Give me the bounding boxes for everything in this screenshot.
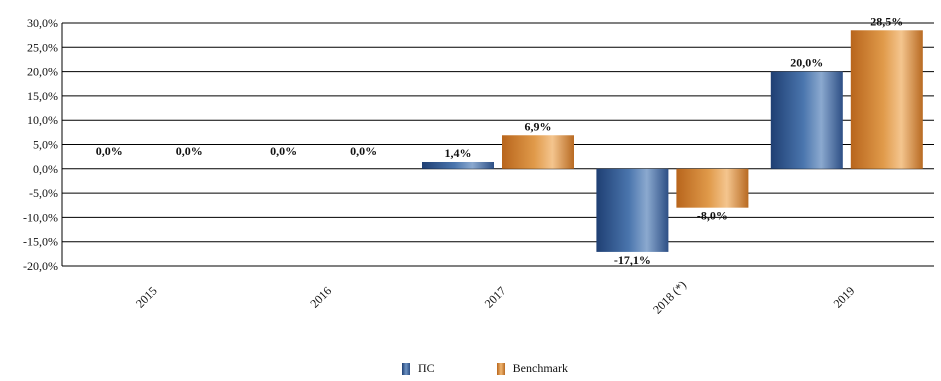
legend-swatch-series2 (496, 362, 505, 375)
x-tick-label: 2018 (*) (650, 278, 689, 317)
y-tick-label: -15,0% (23, 235, 58, 249)
y-tick-label: 5,0% (33, 138, 58, 152)
legend-label-series1: ПС (418, 361, 435, 375)
data-label: 0,0% (96, 144, 123, 158)
bar-series1 (596, 168, 669, 252)
y-tick-label: 25,0% (27, 40, 58, 54)
x-tick-label: 2019 (831, 284, 858, 311)
y-tick-label: 30,0% (27, 16, 58, 30)
data-label: 0,0% (350, 144, 377, 158)
legend: ПС Benchmark (402, 361, 630, 376)
bar-series2 (502, 135, 574, 169)
y-tick-label: 20,0% (27, 65, 58, 79)
data-label: -17,1% (614, 253, 651, 267)
bar-series2 (850, 30, 923, 169)
data-label: 20,0% (790, 56, 823, 70)
bar-series2 (676, 168, 749, 208)
x-tick-label: 2017 (482, 284, 509, 311)
data-label: -8,0% (697, 209, 728, 223)
x-tick-label: 2016 (307, 284, 334, 311)
y-tick-label: 0,0% (33, 162, 58, 176)
data-label: 0,0% (176, 144, 203, 158)
data-label: 1,4% (445, 146, 472, 160)
legend-item-series2: Benchmark (496, 361, 568, 376)
y-tick-label: -10,0% (23, 210, 58, 224)
legend-swatch-series1 (402, 362, 410, 375)
data-label: 28,5% (870, 14, 903, 28)
bar-series1 (422, 161, 494, 169)
y-tick-label: -20,0% (23, 259, 58, 273)
legend-label-series2: Benchmark (512, 361, 568, 375)
y-tick-label: 10,0% (27, 113, 58, 127)
data-label: 0,0% (270, 144, 297, 158)
y-tick-label: -5,0% (29, 186, 58, 200)
bar-series1 (770, 71, 843, 169)
x-tick-label: 2015 (133, 284, 160, 311)
y-tick-label: 15,0% (27, 89, 58, 103)
data-label: 6,9% (525, 119, 552, 133)
legend-item-series1: ПС (402, 361, 435, 376)
